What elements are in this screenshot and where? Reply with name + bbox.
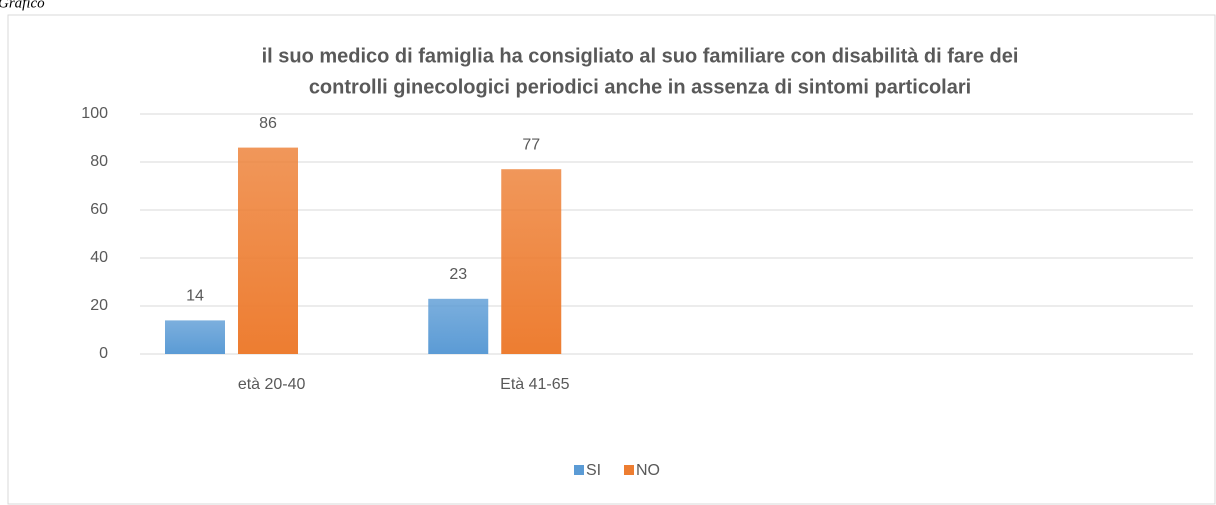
bar — [238, 147, 298, 354]
y-tick-label: 20 — [90, 297, 108, 314]
bar — [165, 320, 225, 354]
data-label: 86 — [259, 115, 277, 132]
legend-label: SI — [586, 462, 601, 479]
data-label: 14 — [186, 288, 204, 305]
chart-title: il suo medico di famiglia ha consigliato… — [262, 45, 1019, 67]
legend-label: NO — [636, 462, 660, 479]
y-tick-label: 0 — [99, 345, 108, 362]
data-label: 77 — [522, 136, 540, 153]
bar — [428, 298, 489, 354]
y-tick-label: 100 — [81, 105, 108, 122]
x-tick-label: Età 41-65 — [500, 376, 569, 393]
y-tick-label: 60 — [90, 201, 108, 218]
y-tick-label: 80 — [90, 153, 108, 170]
data-label: 23 — [449, 266, 467, 283]
y-tick-label: 40 — [90, 249, 108, 266]
chart-title: controlli ginecologici periodici anche i… — [309, 76, 971, 98]
bar — [501, 169, 562, 354]
legend-swatch — [574, 465, 584, 475]
legend-swatch — [624, 465, 634, 475]
chart-frame — [7, 14, 1216, 505]
caption: Grafico — [0, 0, 45, 11]
x-tick-label: età 20-40 — [238, 376, 306, 393]
